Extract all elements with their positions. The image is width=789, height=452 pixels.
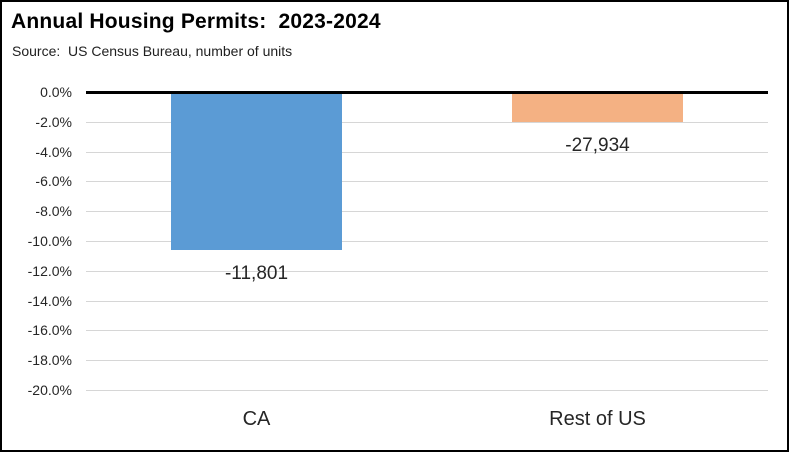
gridline bbox=[86, 270, 768, 272]
y-axis-tick-label: -6.0% bbox=[35, 173, 72, 190]
y-axis-tick-label: -14.0% bbox=[27, 292, 72, 309]
data-label-ca: -11,801 bbox=[224, 262, 289, 284]
y-axis-tick-label: 0.0% bbox=[40, 84, 72, 100]
y-axis-tick-label: -12.0% bbox=[27, 262, 72, 279]
category-label-ca: CA bbox=[242, 408, 271, 430]
category-label-rest-of-us: Rest of US bbox=[549, 408, 646, 430]
y-axis-tick-label: -2.0% bbox=[35, 113, 72, 130]
gridline bbox=[86, 330, 768, 332]
y-axis-tick-label: -16.0% bbox=[27, 322, 72, 339]
y-axis-tick-label: -8.0% bbox=[35, 203, 72, 220]
bar-rest-of-us bbox=[512, 92, 683, 122]
gridline bbox=[86, 300, 768, 302]
gridline bbox=[86, 121, 768, 123]
gridline bbox=[86, 181, 768, 183]
gridline bbox=[86, 151, 768, 153]
gridline bbox=[86, 360, 768, 362]
bar-ca bbox=[171, 92, 342, 250]
data-label-rest-of-us: -27,934 bbox=[565, 134, 630, 156]
y-axis-tick-label: -20.0% bbox=[27, 382, 72, 398]
y-axis-tick-label: -10.0% bbox=[27, 233, 72, 249]
zero-axis-line bbox=[86, 91, 768, 94]
chart-title: Annual Housing Permits: 2023-2024 bbox=[11, 10, 381, 33]
gridline bbox=[86, 241, 768, 242]
y-axis-tick-label: -4.0% bbox=[35, 143, 72, 160]
chart-source-subtitle: Source: US Census Bureau, number of unit… bbox=[12, 43, 293, 59]
y-axis-tick-label: -18.0% bbox=[27, 352, 72, 369]
gridline bbox=[86, 390, 768, 391]
gridline bbox=[86, 211, 768, 213]
